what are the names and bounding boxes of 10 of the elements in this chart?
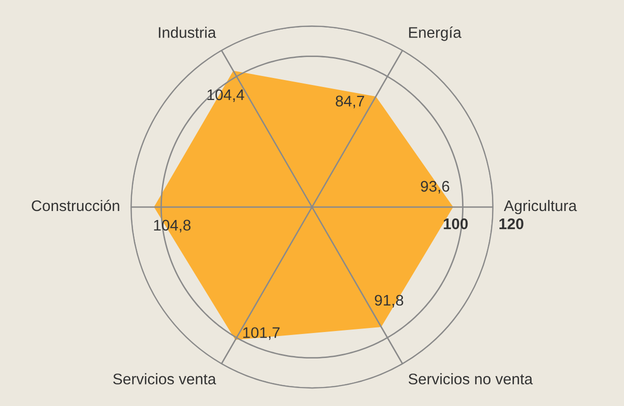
y-tick-label: 120	[499, 218, 524, 230]
data-label: 101,7	[243, 327, 280, 340]
spoke-label: Energía	[409, 26, 462, 41]
spoke-label: Servicios venta	[113, 373, 216, 384]
data-label: 84,7	[336, 96, 364, 108]
y-tick-label: 100	[444, 218, 468, 230]
spoke-label: Construcción	[32, 200, 120, 212]
spoke-label: Servicios no venta	[408, 373, 533, 384]
spoke-label: Agricultura	[504, 200, 577, 214]
spoke-label: Industria	[158, 26, 216, 38]
